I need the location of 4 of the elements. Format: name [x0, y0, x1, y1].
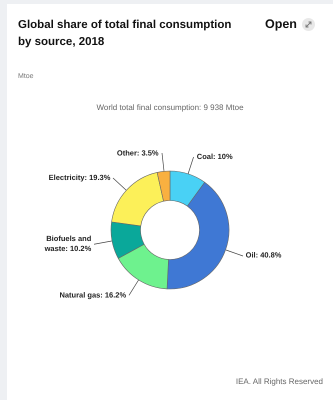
text: Open [265, 17, 297, 31]
chart-title: Global share of total final consumption by source, 2018 [18, 18, 232, 50]
text: World total final consumption: 9 938 Mtoe [95, 103, 245, 112]
text: IEA. All Rights Reserved [236, 377, 323, 386]
